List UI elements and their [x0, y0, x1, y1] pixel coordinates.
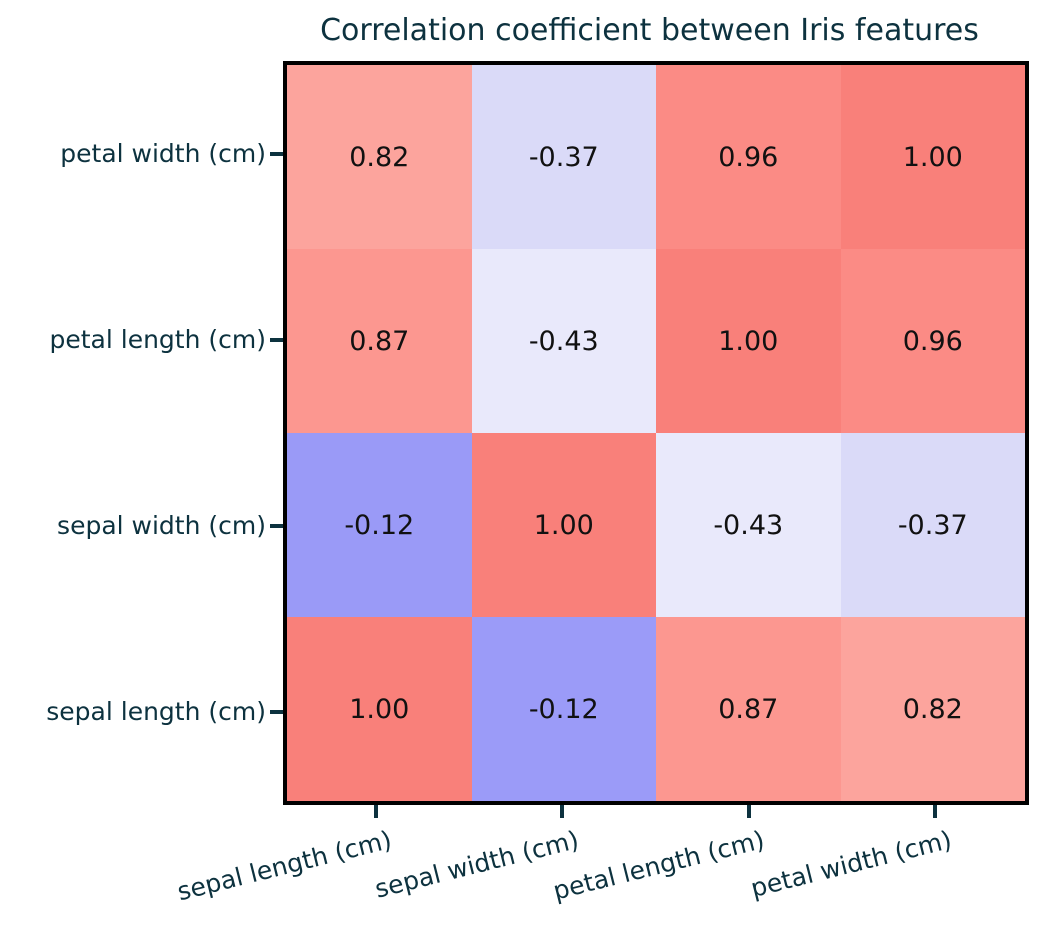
heatmap-cell: 1.00 — [471, 433, 656, 617]
heatmap-cell: 0.82 — [287, 65, 472, 249]
y-tick-label-petal-width: petal width (cm) — [60, 139, 266, 168]
heatmap-plot: 0.82 -0.37 0.96 1.00 0.87 -0.43 1.00 0.96 -0.12 1… — [283, 61, 1029, 805]
y-axis-tick — [270, 524, 283, 528]
x-axis-tick — [560, 805, 564, 818]
heatmap-cell: -0.37 — [471, 65, 656, 249]
y-tick-label-sepal-width: sepal width (cm) — [57, 511, 266, 540]
heatmap-cell: -0.12 — [471, 617, 656, 801]
heatmap-cell: -0.37 — [840, 433, 1025, 617]
heatmap-cell: 1.00 — [656, 249, 841, 433]
y-tick-label-sepal-length: sepal length (cm) — [46, 697, 266, 726]
heatmap-cell: -0.12 — [287, 433, 472, 617]
heatmap-cell: -0.43 — [471, 249, 656, 433]
y-tick-label-petal-length: petal length (cm) — [49, 325, 266, 354]
heatmap-cell: 0.96 — [840, 249, 1025, 433]
x-tick-label-petal-width: petal width (cm) — [748, 825, 955, 903]
chart-title: Correlation coefficient between Iris fea… — [320, 13, 979, 48]
heatmap-cell: 0.96 — [656, 65, 841, 249]
x-tick-label-petal-length: petal length (cm) — [550, 825, 768, 906]
x-tick-label-sepal-length: sepal length (cm) — [174, 825, 395, 907]
x-axis-tick — [374, 805, 378, 818]
y-axis-tick — [270, 152, 283, 156]
x-axis-tick — [933, 805, 937, 818]
heatmap-cell: 1.00 — [287, 617, 472, 801]
x-tick-label-sepal-width: sepal width (cm) — [372, 825, 582, 904]
x-axis-tick — [747, 805, 751, 818]
heatmap-cell: 1.00 — [840, 65, 1025, 249]
heatmap-cell: 0.82 — [840, 617, 1025, 801]
y-axis-tick — [270, 338, 283, 342]
heatmap-cell: -0.43 — [656, 433, 841, 617]
y-axis-tick — [270, 710, 283, 714]
heatmap-cell: 0.87 — [287, 249, 472, 433]
heatmap-cell: 0.87 — [656, 617, 841, 801]
